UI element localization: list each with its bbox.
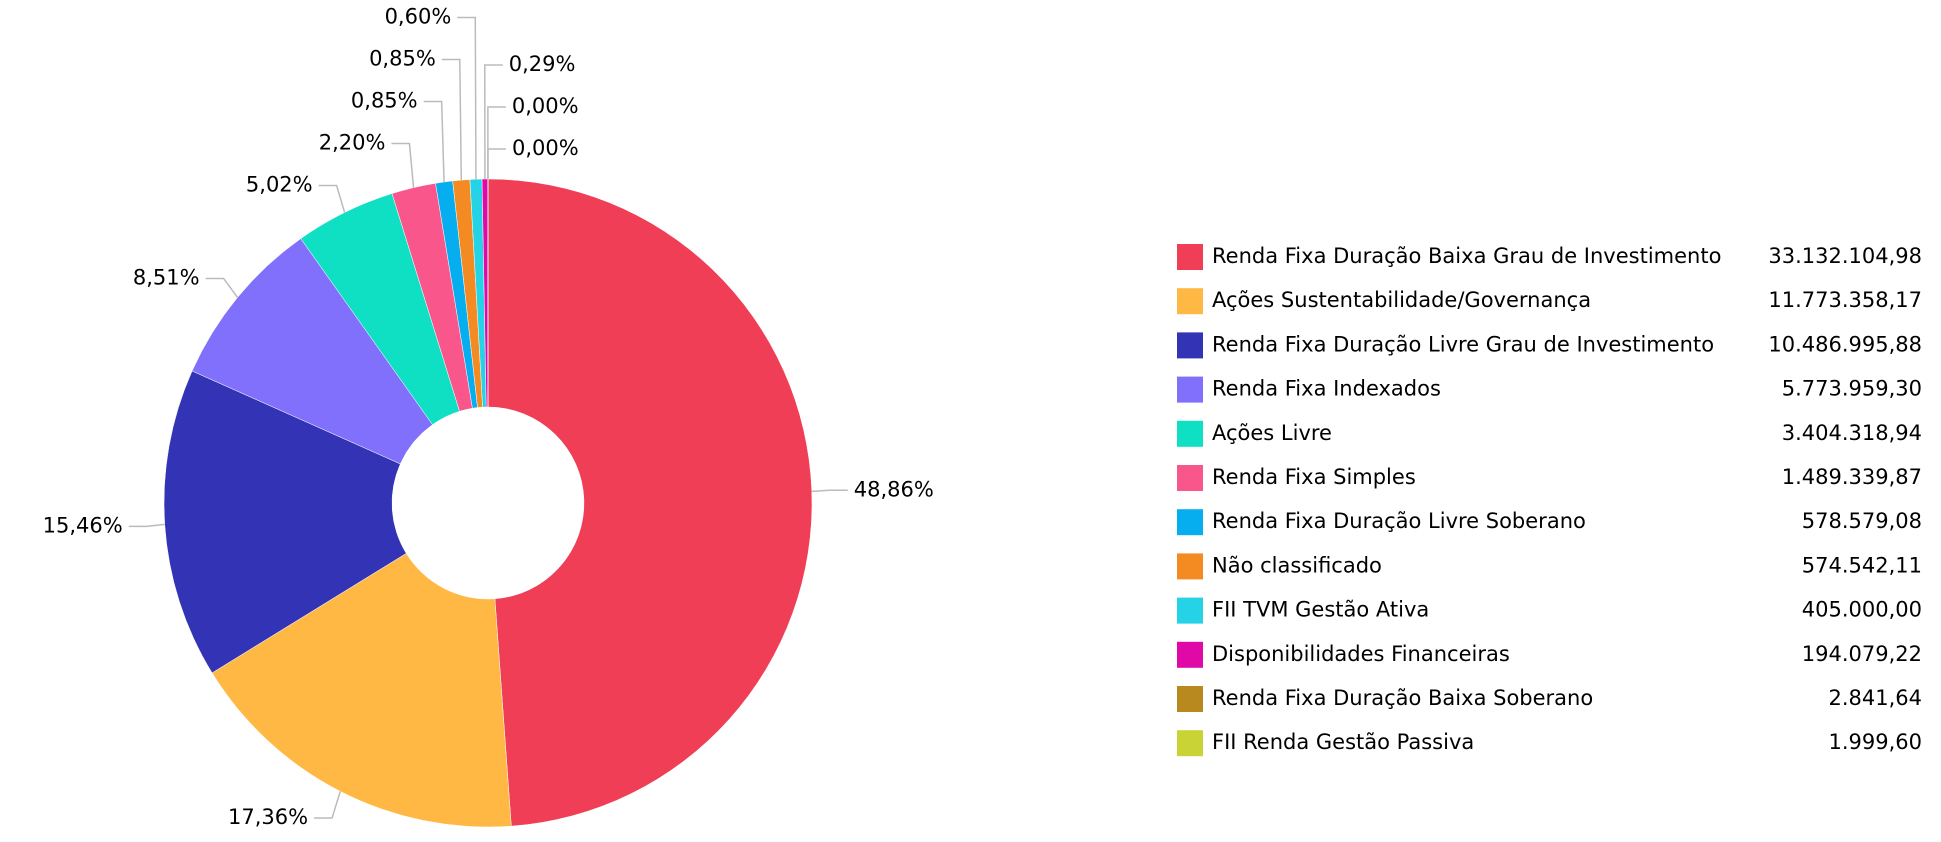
slice-label: 0,85% [351, 89, 418, 113]
legend-value: 33.132.104,98 [1768, 244, 1922, 268]
legend-swatch [1177, 244, 1203, 270]
legend-swatch [1177, 332, 1203, 359]
legend-value: 11.773.358,17 [1768, 288, 1922, 312]
leader-line [811, 489, 848, 493]
slice-label: 17,36% [228, 805, 308, 829]
legend-label: Não classificado [1212, 553, 1382, 577]
leader-line [457, 16, 477, 180]
legend-label: Renda Fixa Duração Baixa Grau de Investi… [1212, 244, 1721, 268]
legend-label: Renda Fixa Duração Livre Soberano [1212, 509, 1586, 533]
legend-swatch [1177, 376, 1203, 403]
legend-swatch [1177, 288, 1203, 315]
legend-label: Renda Fixa Duração Livre Grau de Investi… [1212, 332, 1714, 356]
legend-swatch [1177, 641, 1203, 668]
leader-line [484, 64, 503, 180]
legend-value: 194.079,22 [1802, 642, 1922, 666]
slice-label: 8,51% [133, 265, 200, 289]
legend-label: Disponibilidades Financeiras [1212, 642, 1510, 666]
leader-line [205, 277, 239, 298]
legend-value: 3.404.318,94 [1782, 421, 1922, 445]
legend-value: 578.579,08 [1802, 509, 1922, 533]
legend-label: Ações Sustentabilidade/Governança [1212, 288, 1591, 312]
legend-value: 574.542,11 [1802, 553, 1922, 577]
slice-label: 0,85% [369, 47, 436, 71]
legend-swatch [1177, 420, 1203, 447]
slice-label: 0,60% [385, 5, 452, 29]
leader-line [487, 148, 506, 180]
slice [163, 370, 407, 674]
legend-swatch [1177, 465, 1203, 491]
legend-value: 5.773.959,30 [1782, 377, 1922, 401]
legend-label: Renda Fixa Duração Baixa Soberano [1212, 686, 1593, 710]
legend-label: Renda Fixa Indexados [1212, 377, 1441, 401]
slice-label: 15,46% [43, 513, 123, 537]
slice [487, 178, 813, 827]
legend-swatch [1177, 686, 1203, 712]
leader-line [314, 791, 341, 819]
slice-label: 2,20% [319, 131, 386, 155]
legend-label: Renda Fixa Simples [1212, 465, 1416, 489]
slice [211, 552, 512, 828]
legend-label: Ações Livre [1212, 421, 1332, 445]
leader-line [391, 142, 415, 188]
legend-value: 2.841,64 [1828, 686, 1922, 710]
legend-swatch [1177, 730, 1203, 757]
leader-line [441, 58, 463, 181]
slice-label: 48,86% [854, 477, 934, 501]
legend-value: 1.999,60 [1828, 730, 1922, 754]
legend-swatch [1177, 597, 1203, 624]
legend-label: FII Renda Gestão Passiva [1212, 730, 1474, 754]
slice-label: 0,00% [512, 94, 579, 118]
legend-label: FII TVM Gestão Ativa [1212, 598, 1429, 622]
legend-swatch [1177, 553, 1203, 580]
slice-label: 0,29% [509, 52, 576, 76]
slice-label: 0,00% [512, 136, 579, 160]
slice-label: 5,02% [246, 173, 313, 197]
slice [191, 238, 433, 465]
leader-line [128, 523, 165, 528]
leader-line [318, 184, 346, 213]
leader-line [423, 100, 445, 183]
legend-value: 405.000,00 [1802, 598, 1922, 622]
legend-value: 10.486.995,88 [1768, 332, 1922, 356]
legend-value: 1.489.339,87 [1782, 465, 1922, 489]
legend-swatch [1177, 509, 1203, 536]
leader-line [487, 106, 506, 180]
